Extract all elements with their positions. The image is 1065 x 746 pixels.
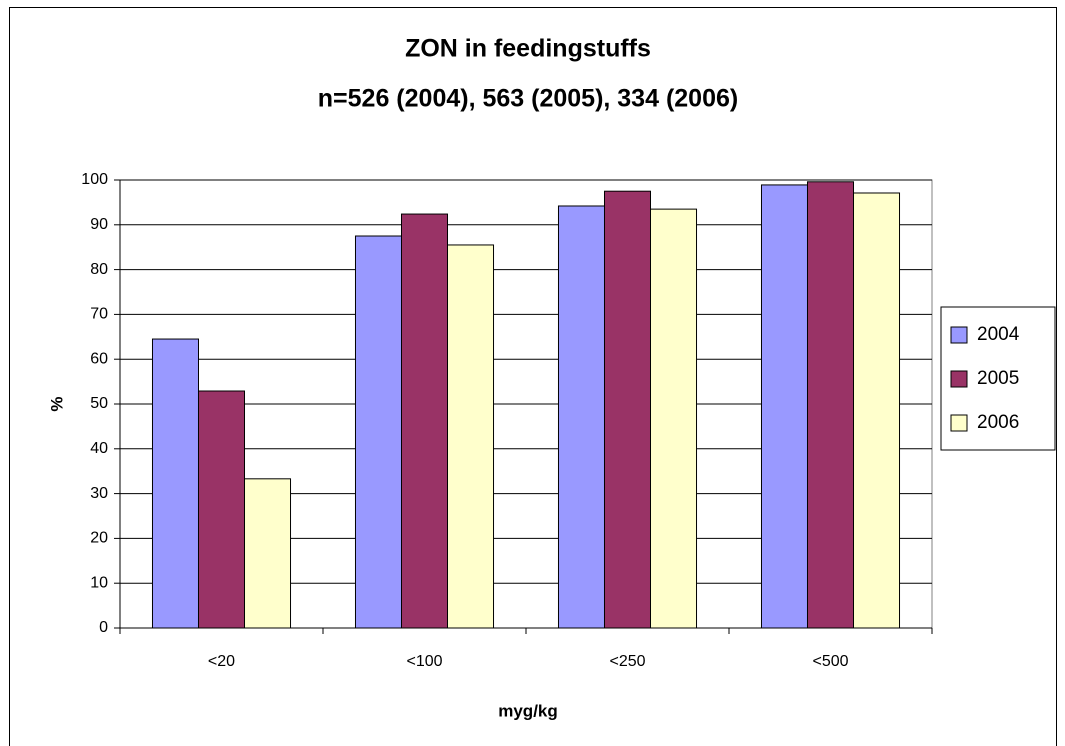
chart-title: ZON in feedingstuffs [405,35,651,63]
y-tick-label: 80 [90,261,108,278]
bar [853,192,901,629]
y-tick-label: 70 [90,306,108,323]
y-tick-label: 90 [90,216,108,233]
chart-subtitle: n=526 (2004), 563 (2005), 334 (2006) [318,85,738,113]
y-tick-label: 30 [90,485,108,502]
x-tick-label: <20 [208,653,235,670]
x-axis-title: myg/kg [498,701,558,720]
x-tick-label: <250 [609,653,645,670]
bar [603,190,652,629]
bar [557,205,605,629]
legend-swatch [950,326,968,344]
bar [806,181,855,629]
bar [197,390,246,629]
x-tick-label: <500 [812,653,848,670]
y-axis-title: % [47,396,66,411]
y-tick-label: 100 [81,171,108,188]
y-tick-label: 40 [90,440,108,457]
bar [244,478,292,629]
bar [354,235,402,629]
legend-swatch [950,414,968,432]
x-tick-label: <100 [406,653,442,670]
bar [447,244,495,629]
bar [760,184,808,629]
y-tick-label: 0 [99,619,108,636]
legend-swatch [950,370,968,388]
bar [400,213,449,629]
legend-label: 2005 [977,368,1019,389]
bar [151,338,199,629]
y-tick-label: 60 [90,350,108,367]
y-tick-label: 50 [90,395,108,412]
y-tick-label: 20 [90,530,108,547]
bar [650,208,698,629]
legend-label: 2006 [977,412,1019,433]
legend-label: 2004 [977,324,1020,345]
y-tick-label: 10 [90,574,108,591]
